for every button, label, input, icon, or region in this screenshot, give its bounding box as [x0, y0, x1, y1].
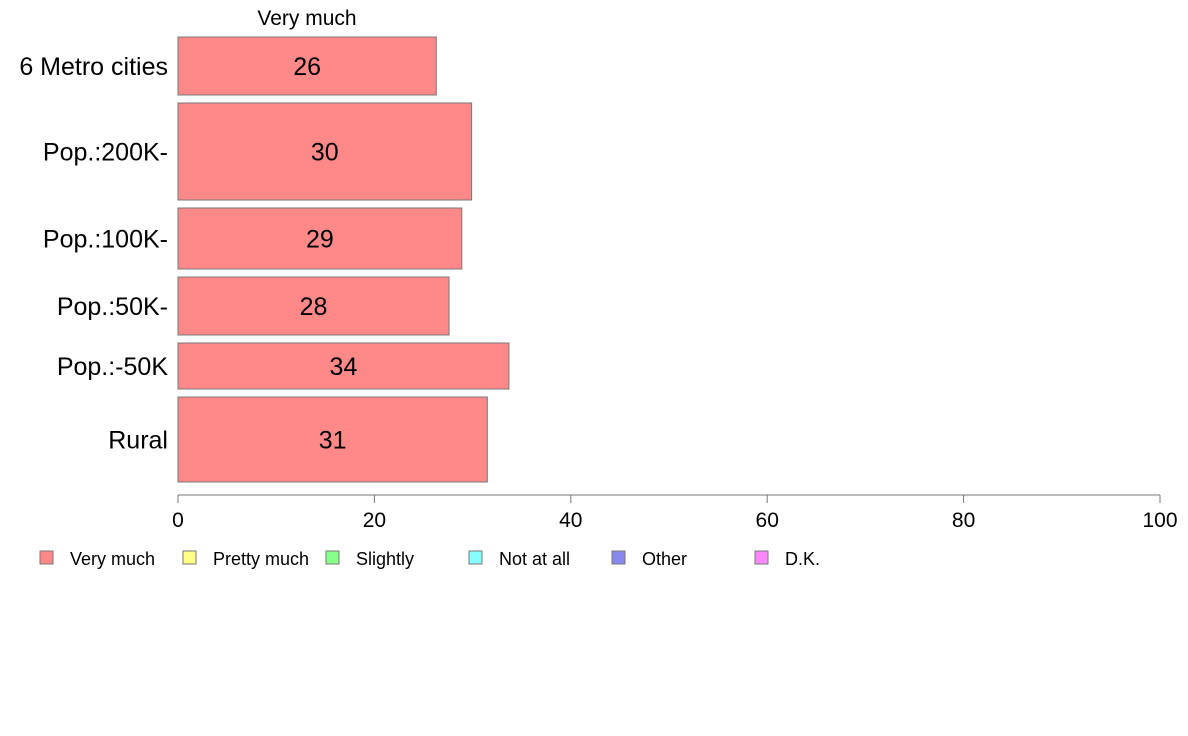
legend-label: Slightly [356, 549, 414, 569]
x-tick-label: 0 [172, 509, 184, 532]
category-labels: 6 Metro cities Pop.:200K- Pop.:100K- Pop.:5… [19, 53, 168, 455]
legend: Very much Pretty much Slightly Not at all Ot… [39, 549, 820, 569]
x-tick-label: 80 [952, 509, 975, 532]
x-tick-label: 20 [363, 509, 386, 532]
category-label: Pop.:200K- [43, 139, 168, 167]
legend-swatch [611, 550, 626, 565]
category-label: Pop.:100K- [43, 226, 168, 254]
series-top-label: Very much [257, 7, 356, 30]
legend-label: Pretty much [213, 549, 309, 569]
legend-swatch [325, 550, 340, 565]
category-label: Pop.:50K- [57, 293, 168, 321]
bar-value-label: 30 [311, 139, 339, 167]
bar [177, 36, 437, 96]
category-label: Pop.:-50K [57, 353, 169, 381]
x-axis: 0 20 40 60 80 100 [172, 494, 1178, 532]
legend-swatch [182, 550, 197, 565]
x-tick-label: 100 [1142, 509, 1177, 532]
bar-value-label: 34 [330, 353, 358, 381]
legend-swatch [468, 550, 483, 565]
bar-value-label: 29 [306, 226, 334, 254]
legend-label: Not at all [499, 549, 570, 569]
legend-swatch [754, 550, 769, 565]
x-tick-label: 60 [756, 509, 779, 532]
bar-value-label: 26 [293, 53, 321, 81]
bars-group: 26 30 29 28 34 31 [177, 36, 510, 483]
bar-value-label: 31 [319, 427, 347, 455]
legend-label: Other [642, 549, 687, 569]
legend-label: D.K. [785, 549, 820, 569]
bar [177, 207, 463, 270]
x-tick-label: 40 [559, 509, 582, 532]
category-label: Rural [108, 427, 168, 455]
bar-value-label: 28 [300, 293, 328, 321]
bar [177, 102, 473, 201]
legend-swatch [39, 550, 54, 565]
legend-label: Very much [70, 549, 155, 569]
category-label: 6 Metro cities [19, 53, 168, 81]
bar [177, 396, 488, 483]
bar [177, 276, 450, 336]
bar [177, 342, 510, 390]
